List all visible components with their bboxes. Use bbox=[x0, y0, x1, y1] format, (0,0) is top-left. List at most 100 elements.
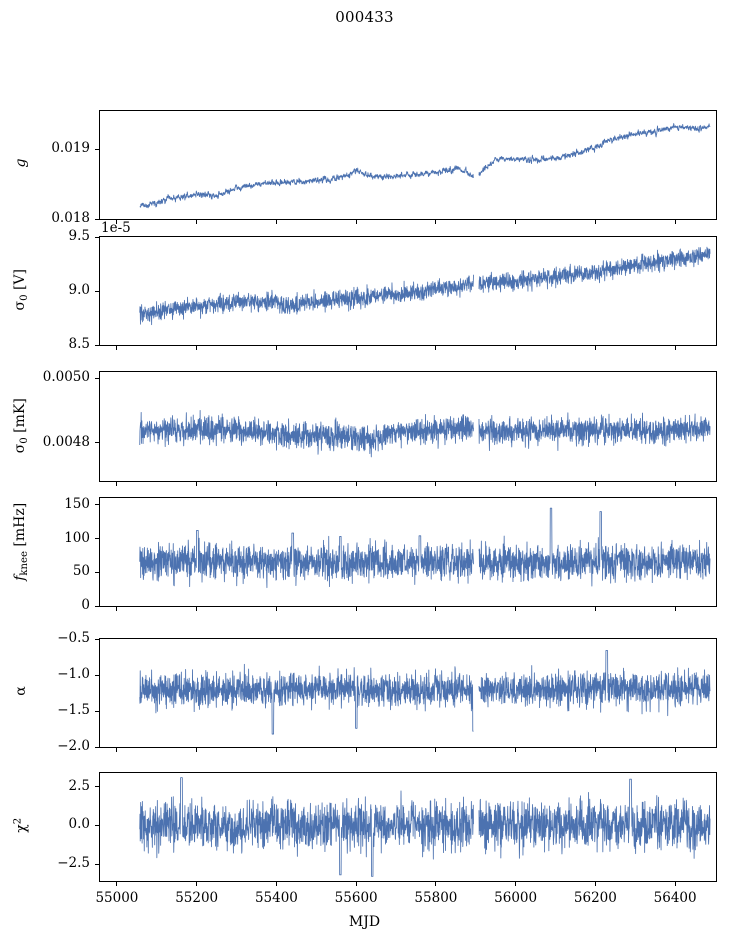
y-tick-label: 50 bbox=[72, 563, 90, 580]
x-tick-label: 55600 bbox=[334, 890, 378, 906]
x-tick-mark bbox=[674, 748, 676, 752]
x-tick-mark bbox=[435, 748, 437, 752]
y-tick-label: 9.5 bbox=[68, 228, 90, 244]
y-tick-mark bbox=[95, 218, 99, 220]
x-tick-label: 56400 bbox=[653, 890, 697, 906]
y-tick-mark bbox=[95, 824, 99, 826]
y-tick-mark bbox=[95, 377, 99, 379]
y-tick-mark bbox=[95, 746, 99, 748]
plot-panel-3 bbox=[99, 497, 717, 607]
x-tick-mark bbox=[196, 220, 198, 224]
x-tick-mark bbox=[275, 346, 277, 350]
x-tick-mark bbox=[355, 220, 357, 224]
y-axis-label-5: χ2 bbox=[12, 817, 30, 833]
y-tick-label: 100 bbox=[64, 529, 90, 546]
plot-panel-1 bbox=[99, 236, 717, 346]
series-line bbox=[140, 651, 710, 735]
x-tick-mark bbox=[515, 482, 517, 486]
y-tick-label: 0.018 bbox=[51, 210, 90, 226]
x-tick-mark bbox=[355, 607, 357, 611]
x-tick-mark bbox=[435, 482, 437, 486]
plot-panel-4 bbox=[99, 638, 717, 748]
x-tick-mark bbox=[435, 882, 437, 886]
y-tick-mark bbox=[95, 442, 99, 444]
x-tick-mark bbox=[275, 607, 277, 611]
plot-panel-5 bbox=[99, 772, 717, 882]
y-tick-label: 9.0 bbox=[68, 282, 90, 298]
y-tick-label: 2.5 bbox=[68, 777, 90, 794]
x-tick-mark bbox=[355, 882, 357, 886]
y-axis-label-2: σ0 [mK] bbox=[12, 397, 30, 453]
x-tick-mark bbox=[594, 482, 596, 486]
x-tick-mark bbox=[355, 482, 357, 486]
y-tick-label: 0.0 bbox=[68, 816, 90, 833]
y-tick-label: −1.0 bbox=[57, 666, 90, 682]
x-tick-label: 55200 bbox=[175, 890, 219, 906]
y-tick-mark bbox=[95, 605, 99, 607]
plot-panel-2 bbox=[99, 371, 717, 482]
y-tick-mark bbox=[95, 344, 99, 346]
y-tick-mark bbox=[95, 863, 99, 865]
y-axis-label-1: σ0 [V] bbox=[12, 269, 30, 311]
y-tick-mark bbox=[95, 148, 99, 150]
y-tick-label: −1.5 bbox=[57, 702, 90, 718]
y-axis-label-4: α bbox=[13, 686, 29, 696]
x-tick-mark bbox=[275, 220, 277, 224]
y-axis-label-3: fknee [mHz] bbox=[12, 502, 30, 581]
y-tick-label: −0.5 bbox=[57, 630, 90, 646]
y-axis-offset-text: 1e-5 bbox=[101, 220, 131, 236]
y-tick-label: 0 bbox=[81, 597, 90, 613]
x-tick-mark bbox=[116, 748, 118, 752]
x-tick-mark bbox=[594, 748, 596, 752]
x-tick-mark bbox=[594, 607, 596, 611]
x-tick-mark bbox=[196, 346, 198, 350]
x-tick-label: 55000 bbox=[95, 890, 139, 906]
figure-title: 000433 bbox=[335, 8, 394, 26]
y-tick-mark bbox=[95, 638, 99, 640]
x-tick-label: 55800 bbox=[414, 890, 458, 906]
x-tick-mark bbox=[116, 607, 118, 611]
y-tick-mark bbox=[95, 236, 99, 238]
x-tick-label: 55400 bbox=[254, 890, 298, 906]
y-tick-label: 0.0048 bbox=[42, 433, 90, 450]
series-line bbox=[140, 508, 710, 588]
y-axis-label-0: g bbox=[13, 158, 29, 168]
series-line bbox=[140, 410, 710, 456]
x-tick-mark bbox=[515, 748, 517, 752]
y-tick-mark bbox=[95, 674, 99, 676]
y-tick-label: −2.5 bbox=[57, 855, 90, 872]
series-line bbox=[140, 778, 710, 877]
plot-panel-0 bbox=[99, 110, 717, 220]
y-tick-label: 0.019 bbox=[51, 140, 90, 157]
x-tick-mark bbox=[196, 882, 198, 886]
y-tick-mark bbox=[95, 538, 99, 540]
x-tick-mark bbox=[515, 346, 517, 350]
y-tick-mark bbox=[95, 786, 99, 788]
series-line bbox=[140, 247, 710, 325]
x-tick-mark bbox=[196, 607, 198, 611]
x-tick-mark bbox=[594, 882, 596, 886]
x-tick-mark bbox=[594, 220, 596, 224]
x-tick-mark bbox=[355, 748, 357, 752]
y-tick-label: 0.0050 bbox=[42, 369, 90, 386]
x-tick-mark bbox=[515, 607, 517, 611]
x-tick-mark bbox=[674, 607, 676, 611]
x-tick-mark bbox=[594, 346, 596, 350]
y-tick-label: 150 bbox=[64, 495, 90, 512]
x-tick-label: 56200 bbox=[573, 890, 617, 906]
x-tick-label: 56000 bbox=[494, 890, 538, 906]
x-tick-mark bbox=[116, 346, 118, 350]
x-tick-mark bbox=[674, 482, 676, 486]
x-tick-mark bbox=[515, 882, 517, 886]
x-tick-mark bbox=[275, 482, 277, 486]
x-tick-mark bbox=[674, 882, 676, 886]
x-tick-mark bbox=[515, 220, 517, 224]
x-tick-mark bbox=[355, 346, 357, 350]
x-tick-mark bbox=[196, 748, 198, 752]
x-tick-mark bbox=[435, 346, 437, 350]
x-tick-mark bbox=[116, 482, 118, 486]
x-tick-mark bbox=[116, 220, 118, 224]
x-tick-mark bbox=[275, 882, 277, 886]
x-tick-mark bbox=[196, 482, 198, 486]
